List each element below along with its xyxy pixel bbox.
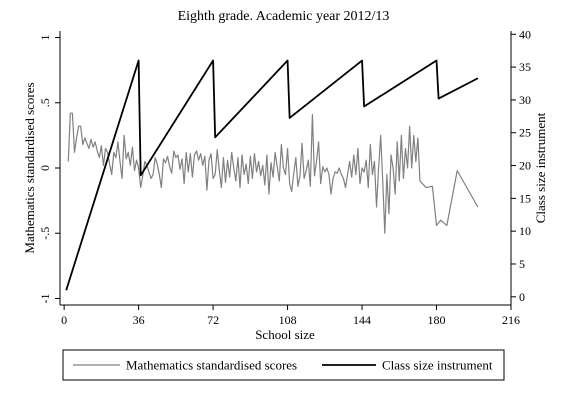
series-layer	[65, 59, 479, 291]
legend-label-class-size: Class size instrument	[382, 358, 493, 373]
left-y-tick-label: 1	[38, 35, 52, 41]
right-y-tick-label: 10	[519, 224, 531, 238]
x-tick-label: 180	[428, 313, 446, 327]
x-tick-label: 108	[279, 313, 297, 327]
left-y-tick-label: -.5	[38, 227, 52, 240]
x-tick-label: 0	[61, 313, 67, 327]
left-y-tick-label: -1	[38, 293, 52, 303]
legend: Mathematics standardised scores Class si…	[62, 349, 505, 381]
right-y-tick-label: 25	[519, 126, 531, 140]
legend-box	[62, 349, 505, 381]
left-y-axis-ticks: 1 .5 0 -.5 -1	[38, 35, 60, 303]
left-y-tick-label: .5	[38, 98, 52, 107]
x-tick-label: 144	[353, 313, 371, 327]
right-y-axis-ticks: 0 5 10 15 20 25 30 35 40	[511, 27, 531, 304]
series-line-class-size-instrument	[65, 59, 479, 291]
right-y-tick-label: 15	[519, 191, 531, 205]
right-y-tick-label: 0	[519, 290, 525, 304]
left-y-axis-title: Mathematics standardised scores	[22, 82, 37, 253]
left-y-tick-label: 0	[38, 165, 52, 171]
right-y-tick-label: 40	[519, 27, 531, 41]
right-y-tick-label: 30	[519, 93, 531, 107]
chart-title: Eighth grade. Academic year 2012/13	[178, 9, 390, 24]
x-tick-label: 72	[207, 313, 219, 327]
x-tick-label: 216	[502, 313, 520, 327]
right-y-tick-label: 35	[519, 60, 531, 74]
x-axis-ticks: 0 36 72 108 144 180 216	[61, 305, 520, 327]
right-y-axis-title: Class size instrument	[533, 112, 548, 223]
series-line-mathematics-scores	[67, 112, 479, 234]
legend-label-mathematics: Mathematics standardised scores	[126, 358, 297, 373]
x-tick-label: 36	[133, 313, 145, 327]
right-y-tick-label: 5	[519, 257, 525, 271]
right-y-tick-label: 20	[519, 159, 531, 173]
x-axis-title: School size	[255, 327, 315, 342]
